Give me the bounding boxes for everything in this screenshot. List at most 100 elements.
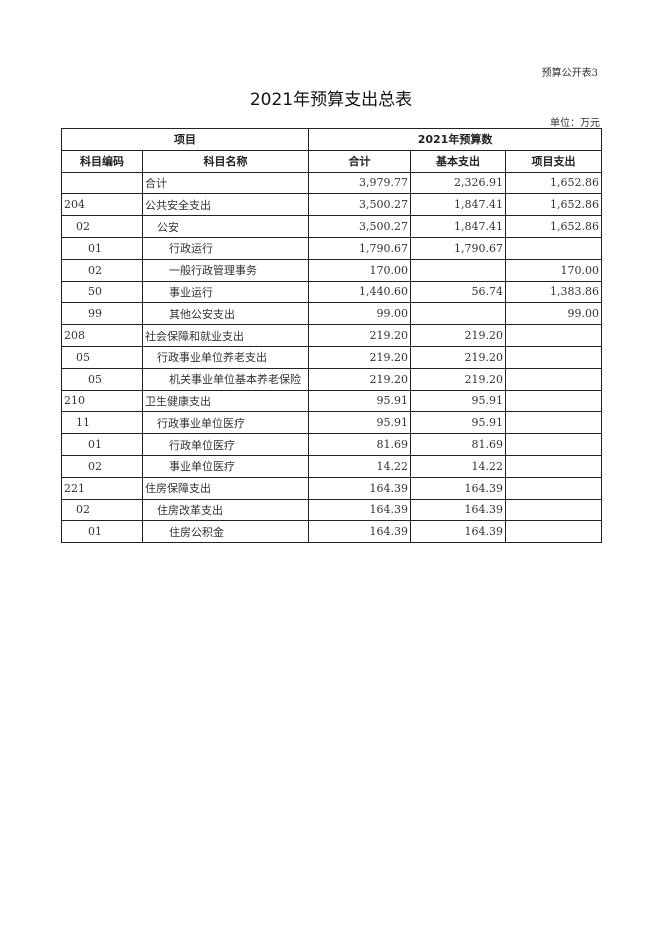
cell-name: 行政事业单位医疗	[142, 411, 309, 435]
cell-name: 住房公积金	[142, 520, 309, 544]
table-row: 01 行政运行 1,790.67 1,790.67	[61, 236, 603, 260]
header-name: 科目名称	[142, 149, 309, 173]
table-row: 99 其他公安支出 99.00 99.00	[61, 302, 603, 326]
cell-basic: 1,847.41	[410, 215, 506, 238]
cell-name: 公安	[142, 215, 309, 238]
table-row: 208 社会保障和就业支出 219.20 219.20	[61, 324, 603, 347]
cell-name: 卫生健康支出	[142, 389, 309, 413]
table-row: 02 公安 3,500.27 1,847.41 1,652.86	[61, 215, 603, 238]
table-row: 210 卫生健康支出 95.91 95.91	[61, 389, 603, 413]
cell-code	[61, 171, 143, 195]
cell-project: 1,652.86	[504, 193, 603, 217]
cell-total: 81.69	[308, 433, 411, 456]
cell-code: 99	[61, 302, 143, 326]
cell-project: 170.00	[504, 258, 603, 282]
cell-basic: 95.91	[410, 389, 506, 413]
cell-project	[504, 236, 603, 260]
cell-total: 1,440.60	[308, 280, 411, 304]
cell-project	[504, 324, 603, 347]
cell-total: 3,500.27	[308, 193, 411, 217]
cell-name: 社会保障和就业支出	[142, 324, 309, 347]
cell-project	[504, 476, 603, 500]
header-row-columns: 科目编码 科目名称 合计 基本支出 项目支出	[61, 149, 603, 173]
cell-total: 164.39	[308, 498, 411, 522]
cell-code: 11	[61, 411, 143, 435]
cell-project: 99.00	[504, 302, 603, 326]
cell-code: 02	[61, 498, 143, 522]
cell-project	[504, 454, 603, 478]
cell-name: 行政单位医疗	[142, 433, 309, 456]
header-code: 科目编码	[61, 149, 143, 173]
cell-name: 其他公安支出	[142, 302, 309, 326]
cell-basic: 81.69	[410, 433, 506, 456]
header-row-group: 项目 2021年预算数	[61, 128, 603, 151]
cell-code: 210	[61, 389, 143, 413]
table-row: 02 住房改革支出 164.39 164.39	[61, 498, 603, 522]
cell-total: 95.91	[308, 411, 411, 435]
cell-total: 219.20	[308, 367, 411, 391]
unit-label: 单位：万元	[550, 118, 600, 129]
table-row: 05 机关事业单位基本养老保险 219.20 219.20	[61, 367, 603, 391]
cell-code: 02	[61, 258, 143, 282]
cell-project	[504, 345, 603, 369]
cell-name: 机关事业单位基本养老保险	[142, 367, 309, 391]
header-project: 项目支出	[504, 149, 603, 173]
cell-project: 1,383.86	[504, 280, 603, 304]
cell-code: 02	[61, 215, 143, 238]
cell-project: 1,652.86	[504, 171, 603, 195]
cell-basic: 164.39	[410, 476, 506, 500]
form-number: 预算公开表3	[541, 68, 598, 79]
cell-project	[504, 498, 603, 522]
cell-basic: 219.20	[410, 367, 506, 391]
header-item: 项目	[61, 128, 309, 151]
header-budget: 2021年预算数	[307, 128, 603, 151]
cell-code: 50	[61, 280, 143, 304]
cell-total: 219.20	[308, 324, 411, 347]
table-body: 合计 3,979.77 2,326.91 1,652.86 204 公共安全支出 3,500…	[61, 171, 603, 544]
cell-name: 一般行政管理事务	[142, 258, 309, 282]
table-row: 02 事业单位医疗 14.22 14.22	[61, 454, 603, 478]
table-row: 01 住房公积金 164.39 164.39	[61, 520, 603, 544]
cell-code: 02	[61, 454, 143, 478]
cell-code: 01	[61, 236, 143, 260]
cell-basic	[410, 302, 506, 326]
cell-total: 3,979.77	[308, 171, 411, 195]
table-row: 221 住房保障支出 164.39 164.39	[61, 476, 603, 500]
cell-project: 1,652.86	[504, 215, 603, 238]
table-row: 01 行政单位医疗 81.69 81.69	[61, 433, 603, 456]
cell-name: 合计	[142, 171, 309, 195]
header-basic: 基本支出	[410, 149, 506, 173]
cell-project	[504, 411, 603, 435]
cell-basic: 95.91	[410, 411, 506, 435]
cell-basic: 14.22	[410, 454, 506, 478]
cell-name: 行政运行	[142, 236, 309, 260]
cell-basic: 164.39	[410, 520, 506, 544]
cell-name: 行政事业单位养老支出	[142, 345, 309, 369]
table-row: 11 行政事业单位医疗 95.91 95.91	[61, 411, 603, 435]
cell-code: 221	[61, 476, 143, 500]
cell-code: 01	[61, 520, 143, 544]
cell-total: 164.39	[308, 520, 411, 544]
table-row: 204 公共安全支出 3,500.27 1,847.41 1,652.86	[61, 193, 603, 217]
cell-total: 14.22	[308, 454, 411, 478]
cell-project	[504, 433, 603, 456]
cell-name: 事业单位医疗	[142, 454, 309, 478]
cell-name: 住房改革支出	[142, 498, 309, 522]
cell-basic	[410, 258, 506, 282]
page-title: 2021年预算支出总表	[249, 90, 413, 110]
cell-code: 05	[61, 367, 143, 391]
cell-total: 99.00	[308, 302, 411, 326]
cell-name: 住房保障支出	[142, 476, 309, 500]
cell-code: 05	[61, 345, 143, 369]
cell-total: 3,500.27	[308, 215, 411, 238]
table-row: 05 行政事业单位养老支出 219.20 219.20	[61, 345, 603, 369]
cell-name: 事业运行	[142, 280, 309, 304]
cell-total: 170.00	[308, 258, 411, 282]
cell-name: 公共安全支出	[142, 193, 309, 217]
table-row: 合计 3,979.77 2,326.91 1,652.86	[61, 171, 603, 195]
cell-code: 204	[61, 193, 143, 217]
cell-project	[504, 367, 603, 391]
cell-code: 01	[61, 433, 143, 456]
cell-total: 95.91	[308, 389, 411, 413]
table-row: 02 一般行政管理事务 170.00 170.00	[61, 258, 603, 282]
